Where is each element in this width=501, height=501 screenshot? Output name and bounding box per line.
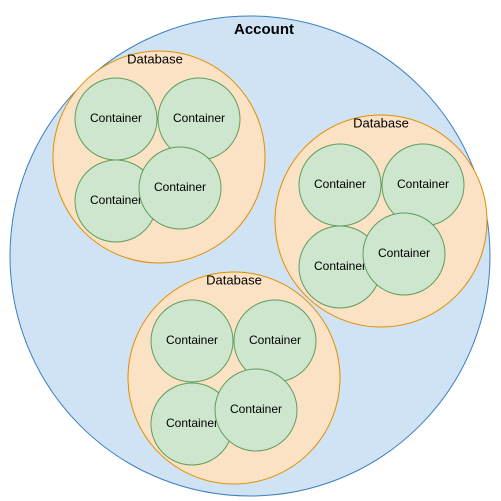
container-label: Container (378, 246, 430, 260)
hierarchy-diagram: Account Database Container Container Contain… (0, 0, 501, 501)
container-label: Container (314, 177, 366, 191)
database-label: Database (206, 272, 262, 287)
container-label: Container (173, 111, 225, 125)
container-label: Container (90, 193, 142, 207)
container-label: Container (90, 111, 142, 125)
container-label: Container (166, 333, 218, 347)
container-label: Container (249, 333, 301, 347)
container-label: Container (166, 416, 218, 430)
database-label: Database (353, 115, 409, 130)
container-label: Container (397, 177, 449, 191)
account-label: Account (234, 21, 294, 38)
container-label: Container (154, 180, 206, 194)
database-label: Database (127, 51, 183, 66)
container-label: Container (314, 259, 366, 273)
container-label: Container (230, 402, 282, 416)
